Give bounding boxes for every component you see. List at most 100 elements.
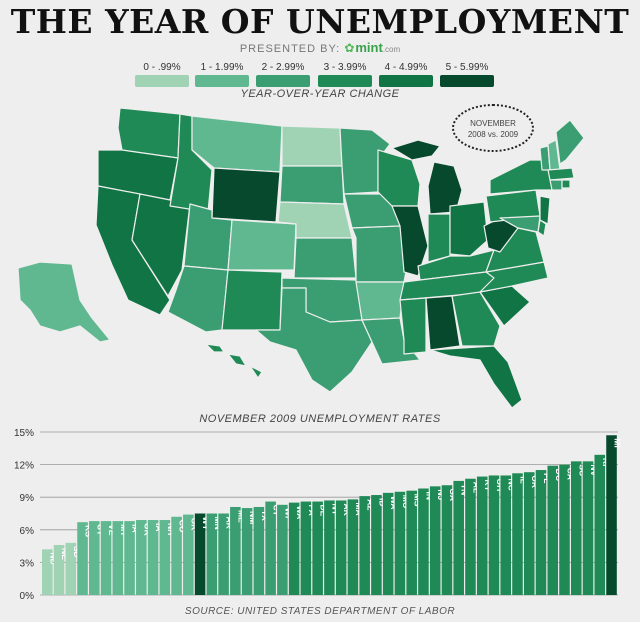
bar-ar — [218, 513, 229, 595]
legend-label: 5 - 5.99% — [445, 62, 489, 73]
y-tick-label: 3% — [20, 558, 35, 569]
bar-sd — [65, 542, 77, 595]
presented-by: PRESENTED BY: ✿mint.com — [0, 40, 640, 55]
bar-label: WA — [389, 496, 399, 510]
source-note: SOURCE: UNITED STATES DEPARTMENT OF LABO… — [184, 606, 456, 617]
legend-swatch — [135, 75, 189, 87]
y-tick-label: 12% — [14, 461, 34, 472]
y-tick-label: 6% — [20, 526, 35, 537]
bar-label: MO — [401, 495, 411, 509]
bar-label: PA — [307, 505, 317, 516]
bar-label: TN — [460, 484, 470, 495]
bar-de — [312, 501, 323, 595]
legend-item: 0 - .99% — [135, 62, 189, 87]
legend: 0 - .99% 1 - 1.99% 2 - 2.99% 3 - 3.99% 4… — [135, 62, 495, 102]
bar-mi — [606, 435, 617, 595]
bar-label: NJ — [436, 489, 446, 500]
bar-label: NH — [166, 523, 176, 535]
bar-label: ND — [48, 552, 58, 564]
bar-wy — [194, 513, 206, 595]
comparison-badge: NOVEMBER 2008 vs. 2009 — [452, 104, 534, 152]
chart-y-ticks: 0% 3% 6% 9% 12% 15% — [14, 428, 34, 600]
legend-swatch — [379, 75, 433, 87]
state-ks — [293, 237, 357, 279]
bar-label: MN — [213, 517, 223, 530]
bar-label: CO — [178, 520, 188, 533]
page-title: THE YEAR OF UNEMPLOYMENT — [10, 2, 630, 41]
bar-label: OR — [530, 475, 540, 488]
state-wy — [211, 167, 281, 223]
bar-or — [523, 472, 535, 595]
legend-label: 1 - 1.99% — [200, 62, 244, 73]
bar-me — [230, 506, 241, 595]
bar-ks — [77, 522, 88, 595]
state-hi — [205, 343, 263, 379]
legend-item: 2 - 2.99% — [256, 62, 310, 87]
bar-ut — [89, 521, 100, 595]
bar-label: WI — [283, 508, 293, 518]
bar-al — [465, 478, 476, 595]
bar-label: IA — [154, 523, 164, 532]
bar-pa — [300, 501, 312, 595]
bar-label: AZ — [366, 499, 376, 510]
bar-label: WY — [201, 517, 211, 531]
badge-line1: NOVEMBER — [470, 119, 516, 128]
bar-label: IL — [518, 476, 528, 484]
bar-label: IA — [131, 524, 141, 533]
bar-ak — [335, 500, 347, 595]
bar-label: TX — [260, 510, 270, 521]
bar-label: MS — [413, 494, 423, 507]
bar-nc — [500, 475, 512, 595]
bar-ia — [147, 520, 159, 595]
bar-label: NM — [248, 511, 258, 524]
state-nj — [539, 195, 551, 225]
legend-label: 0 - .99% — [143, 62, 181, 73]
bar-label: CA — [566, 468, 576, 480]
state-me — [555, 119, 585, 165]
us-map — [17, 107, 585, 409]
bar-ms — [406, 490, 417, 595]
map-subtitle: YEAR-OVER-YEAR CHANGE — [240, 88, 400, 100]
y-tick-label: 0% — [20, 591, 35, 600]
state-mi-up — [391, 139, 441, 161]
legend-item: 5 - 5.99% — [440, 62, 494, 87]
mint-leaf-icon: ✿ — [344, 41, 356, 55]
bar-label: GA — [448, 488, 458, 501]
bar-nj — [429, 486, 441, 595]
bar-nd — [42, 549, 53, 595]
state-il — [391, 205, 429, 277]
state-oh — [449, 201, 489, 257]
bar-label: UT — [95, 524, 105, 536]
y-tick-label: 9% — [20, 493, 35, 504]
bar-sc — [570, 461, 582, 595]
bar-ok — [136, 520, 147, 595]
state-ct — [549, 179, 563, 191]
bar-az — [359, 496, 370, 595]
bar-ca — [559, 464, 570, 595]
bar-label: ME — [236, 510, 246, 523]
bar-label: DC — [554, 469, 564, 481]
state-ar — [355, 281, 405, 321]
state-ms — [399, 297, 427, 355]
bar-label: KY — [483, 480, 493, 492]
legend-label: 4 - 4.99% — [384, 62, 428, 73]
state-co — [227, 219, 297, 271]
bar-fl — [535, 470, 547, 595]
legend-item: 4 - 4.99% — [379, 62, 433, 87]
bar-label: WA — [295, 506, 305, 520]
bar-ky — [476, 476, 488, 595]
bar-label: AL — [471, 482, 481, 493]
legend-swatch — [440, 75, 494, 87]
state-ri — [561, 179, 571, 189]
bar-label: MT — [119, 524, 129, 537]
legend-label: 3 - 3.99% — [323, 62, 367, 73]
bar-label: RI — [601, 458, 611, 467]
bar-nh — [159, 520, 171, 595]
bar-label: AK — [342, 503, 352, 516]
brand-suffix: .com — [382, 45, 401, 54]
y-tick-label: 15% — [14, 428, 34, 439]
bar-label: SD — [72, 546, 82, 558]
bar-ct — [265, 501, 276, 595]
